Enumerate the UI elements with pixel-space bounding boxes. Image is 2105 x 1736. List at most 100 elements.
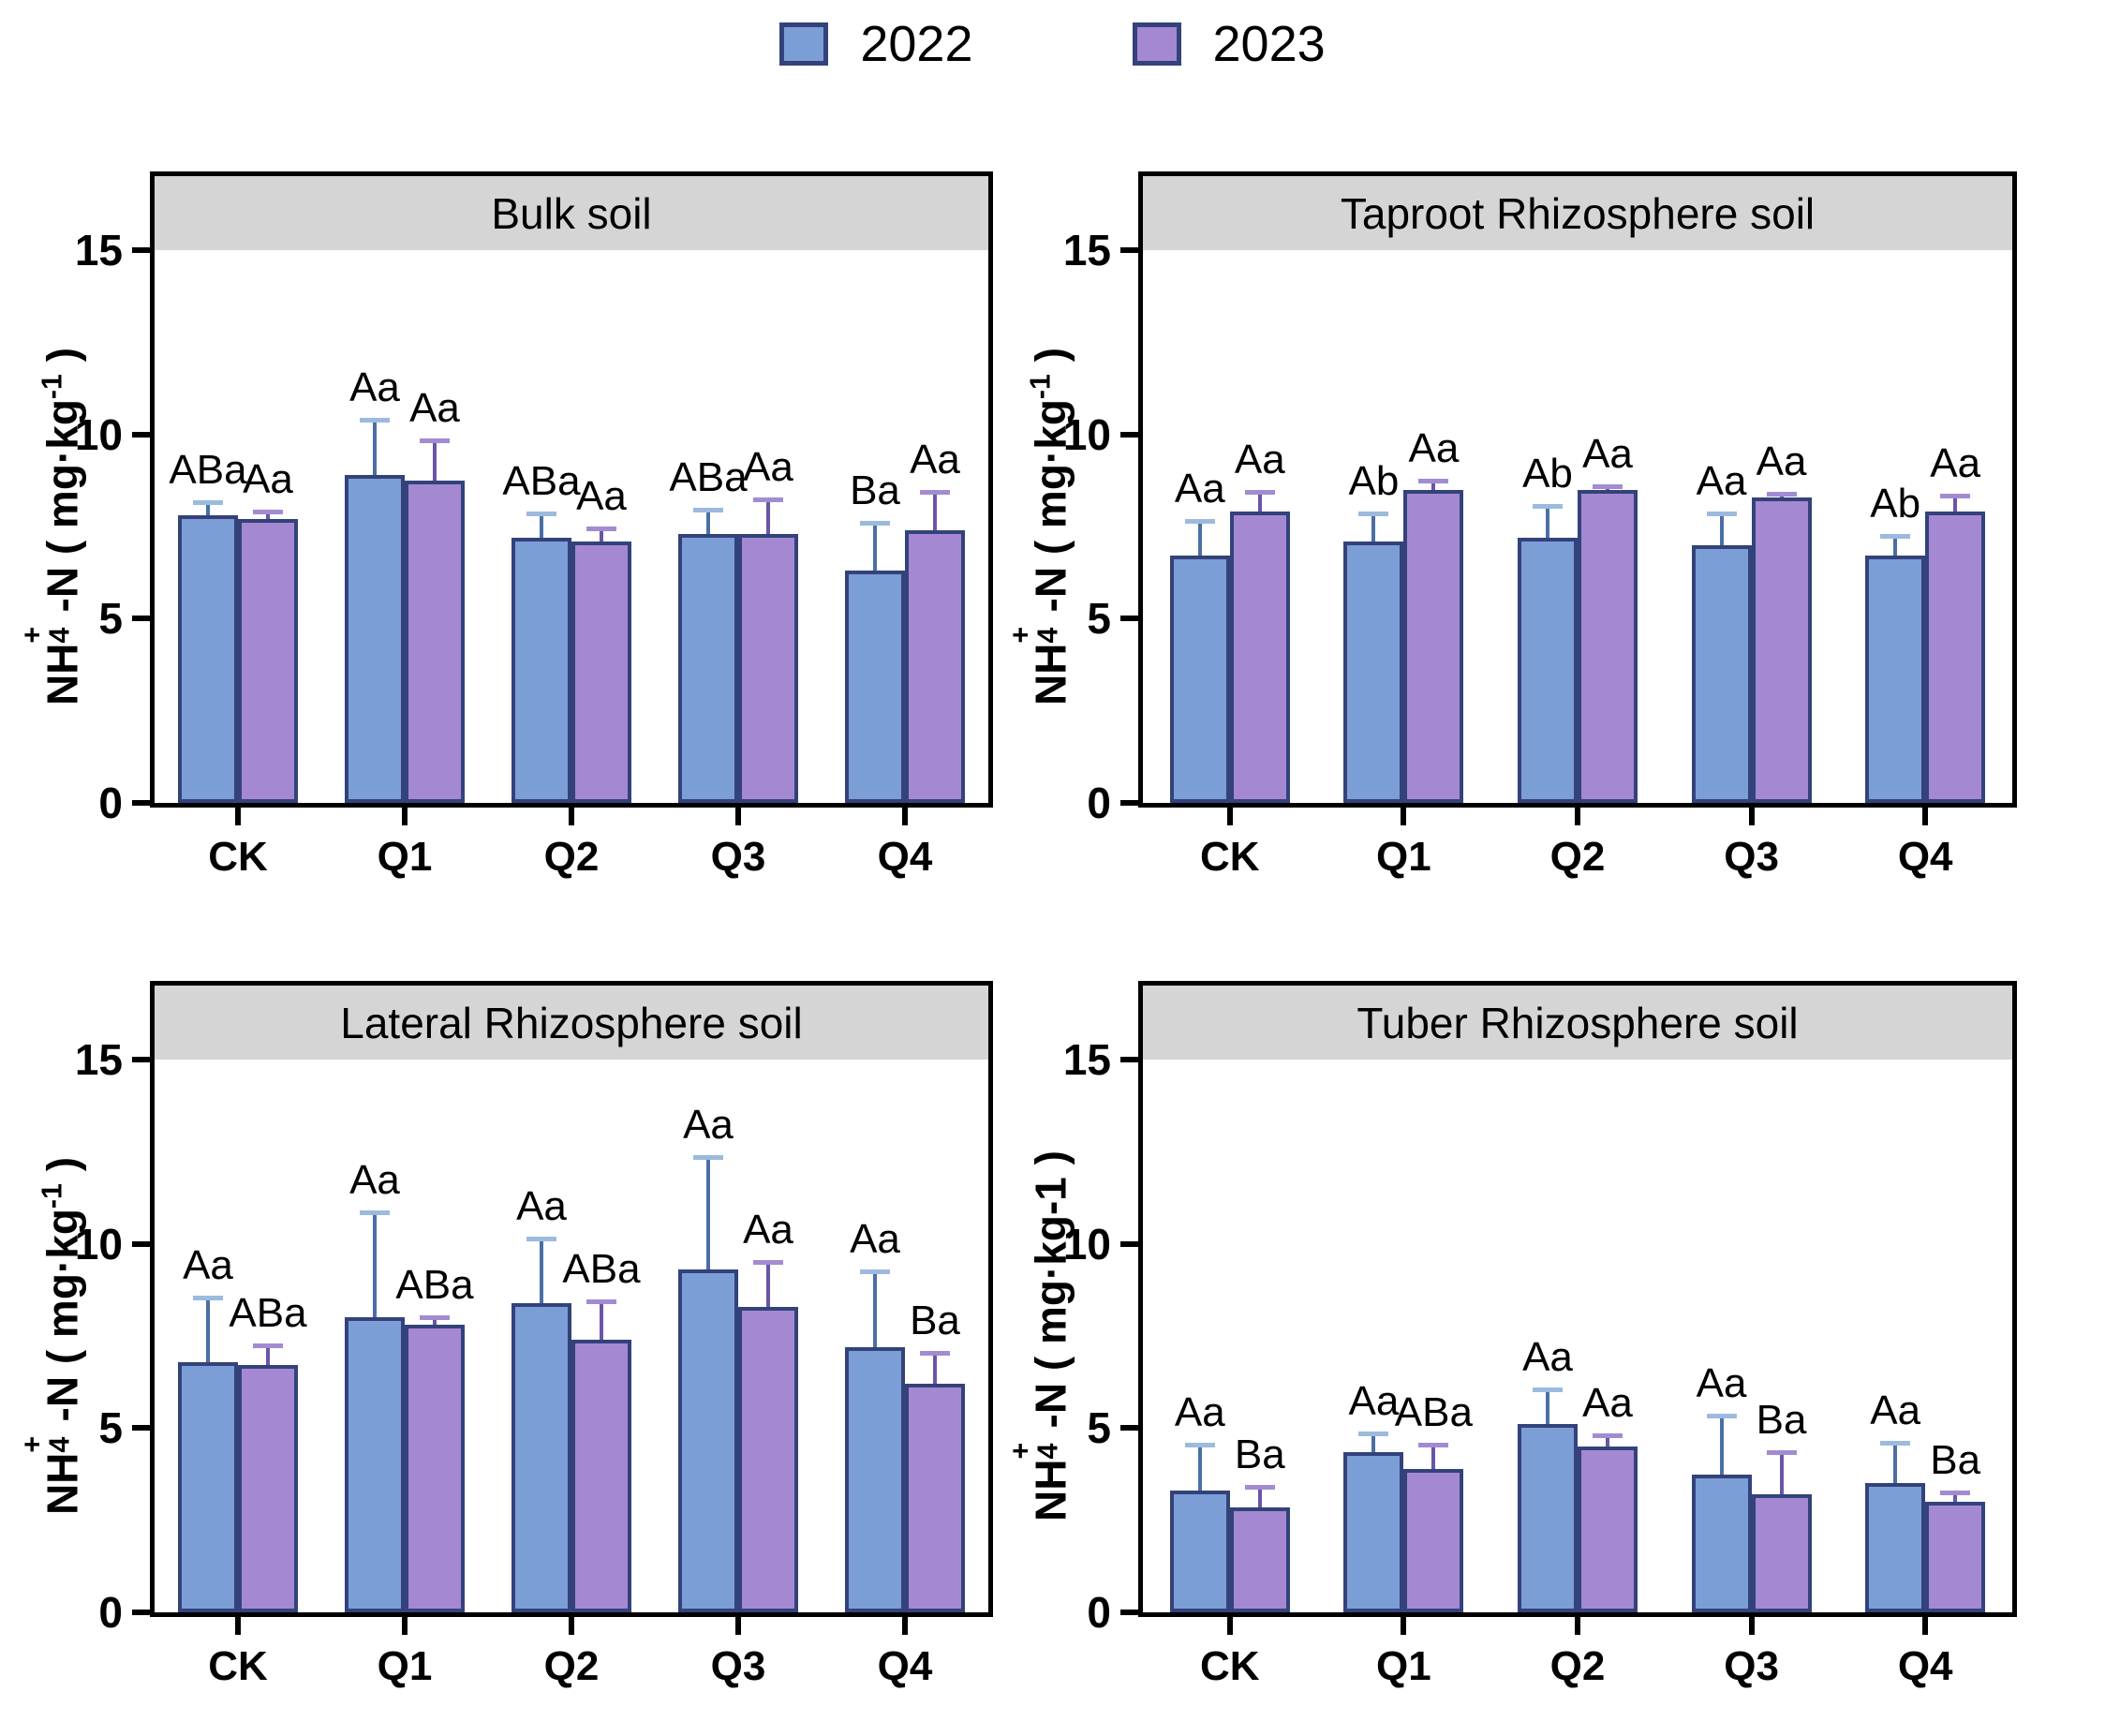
x-category-label: Q1 bbox=[1376, 1643, 1431, 1689]
y-tick-mark bbox=[1120, 1057, 1143, 1062]
y-tick-label: 5 bbox=[98, 1403, 123, 1453]
error-bar-cap bbox=[693, 508, 723, 513]
x-category-label: Q3 bbox=[710, 834, 766, 880]
panel-title: Tuber Rhizosphere soil bbox=[1356, 998, 1799, 1047]
significance-letter-2023-q3: Aa bbox=[743, 1207, 793, 1254]
significance-letter-2022-q2: Ab bbox=[1522, 451, 1573, 497]
significance-letter-2022-q4: Aa bbox=[1870, 1387, 1921, 1434]
significance-letter-2022-q3: ABa bbox=[669, 454, 748, 501]
y-tick-label: 15 bbox=[74, 1035, 123, 1084]
x-category-label: Q4 bbox=[1897, 1643, 1953, 1689]
y-tick-label: 5 bbox=[1087, 594, 1111, 644]
y-axis-label-text: NH 4 + -N ( mg·kg-1 ) bbox=[18, 347, 87, 706]
ylabel-exponent: -1 bbox=[37, 1183, 68, 1209]
x-tick-mark bbox=[902, 1612, 908, 1635]
x-tick-mark bbox=[1401, 803, 1407, 825]
error-bar-cap bbox=[1418, 1443, 1449, 1448]
y-tick-label: 10 bbox=[1062, 1219, 1111, 1269]
y-axis-label-text: NH 4 + -N ( mg·kg-1 ) bbox=[18, 1156, 87, 1515]
bar-2022-q2 bbox=[1518, 1424, 1578, 1612]
bar-2023-q3 bbox=[738, 533, 798, 803]
chem-sub-sup: 4 + bbox=[18, 612, 78, 644]
x-tick-mark bbox=[1748, 1612, 1755, 1635]
significance-letter-2022-q2: Aa bbox=[1522, 1334, 1573, 1381]
error-bar-line bbox=[873, 1269, 877, 1347]
error-bar-cap bbox=[1766, 1449, 1797, 1455]
error-bar-cap bbox=[1418, 478, 1449, 483]
error-bar-cap bbox=[1244, 489, 1275, 495]
error-bar-line bbox=[1779, 1449, 1784, 1495]
significance-letter-2023-ck: Aa bbox=[243, 456, 293, 503]
significance-letter-2022-q1: Aa bbox=[1348, 1378, 1400, 1425]
x-tick-mark bbox=[569, 1612, 574, 1635]
bar-2023-q3 bbox=[738, 1306, 798, 1612]
error-bar-cap bbox=[1706, 1413, 1737, 1418]
x-tick-mark bbox=[902, 803, 908, 825]
ylabel-close: ) bbox=[37, 1156, 87, 1184]
significance-letter-2022-q2: ABa bbox=[502, 458, 581, 505]
chem-sub-sup: 4 + bbox=[1006, 612, 1066, 644]
bar-2023-q2 bbox=[1578, 1447, 1638, 1612]
bar-2022-q4 bbox=[1865, 556, 1926, 803]
bar-2023-q3 bbox=[1751, 497, 1812, 803]
error-bar-line bbox=[433, 438, 437, 481]
bar-2022-q4 bbox=[845, 1346, 905, 1612]
x-tick-mark bbox=[402, 803, 408, 825]
significance-letter-2023-q3: Ba bbox=[1756, 1396, 1807, 1443]
y-tick-mark bbox=[132, 1425, 155, 1432]
bar-2022-q3 bbox=[678, 533, 738, 803]
error-bar-cap bbox=[1358, 512, 1389, 517]
y-tick-label: 0 bbox=[98, 1588, 123, 1637]
error-bar-cap bbox=[420, 438, 450, 443]
error-bar-line bbox=[766, 497, 770, 534]
y-tick-mark bbox=[1120, 616, 1143, 622]
bar-2022-q1 bbox=[345, 1317, 405, 1612]
significance-letter-2023-ck: Aa bbox=[1234, 436, 1285, 482]
panel-bulk-soil: Bulk soil 0 5 10 15 NH 4 + -N ( mg·kg-1 ) CK ABa A… bbox=[18, 171, 993, 878]
legend-item-2022: 2022 bbox=[779, 19, 973, 69]
bar-2022-q2 bbox=[511, 1302, 571, 1612]
significance-letter-2023-q3: Aa bbox=[1756, 438, 1807, 484]
error-bar-line bbox=[1431, 478, 1436, 490]
error-bar-cap bbox=[1593, 483, 1623, 489]
x-tick-mark bbox=[1922, 803, 1929, 825]
bar-2022-ck bbox=[1169, 556, 1230, 803]
error-bar-cap bbox=[1940, 493, 1971, 498]
significance-letter-2022-ck: Aa bbox=[1174, 1389, 1225, 1436]
significance-letter-2022-ck: ABa bbox=[169, 447, 247, 494]
y-tick-mark bbox=[1120, 800, 1143, 806]
x-tick-mark bbox=[235, 1612, 241, 1635]
bar-2022-q4 bbox=[845, 571, 905, 803]
ylabel-unit: -N ( mg·kg bbox=[1026, 399, 1075, 613]
ylabel-prefix: NH bbox=[37, 643, 87, 706]
error-bar-cap bbox=[360, 1210, 390, 1216]
y-tick-mark bbox=[1120, 247, 1143, 253]
x-category-label: Q3 bbox=[1724, 1643, 1779, 1689]
significance-letter-2023-q1: Aa bbox=[409, 384, 460, 431]
chem-sub-sup: 4 + bbox=[1006, 1428, 1066, 1460]
ylabel-subscript-4: 4 bbox=[44, 1436, 76, 1453]
significance-letter-2023-q4: Aa bbox=[1930, 439, 1981, 486]
y-tick-mark bbox=[132, 1057, 155, 1062]
ylabel-subscript-4: 4 bbox=[44, 627, 76, 644]
x-category-label: Q3 bbox=[1724, 834, 1779, 880]
error-bar-cap bbox=[860, 1269, 890, 1275]
y-tick-label: 0 bbox=[1087, 1588, 1111, 1637]
x-category-label: Q2 bbox=[543, 834, 600, 880]
significance-letter-2023-q4: Ba bbox=[910, 1297, 960, 1343]
error-bar-line bbox=[933, 489, 937, 530]
y-tick-label: 10 bbox=[1062, 409, 1111, 459]
ylabel-close: ) bbox=[1026, 347, 1075, 375]
significance-letter-2023-q2: ABa bbox=[562, 1245, 641, 1292]
panel-title-bar: Bulk soil bbox=[150, 171, 993, 250]
legend: 2022 2023 bbox=[0, 19, 2105, 69]
significance-letter-2022-q3: Aa bbox=[683, 1102, 734, 1149]
bar-2022-q1 bbox=[345, 474, 405, 803]
ylabel-close: ) bbox=[37, 347, 87, 375]
error-bar-line bbox=[1197, 519, 1202, 556]
y-tick-mark bbox=[1120, 1240, 1143, 1247]
y-tick-label: 0 bbox=[1087, 779, 1111, 827]
ylabel-exponent: -1 bbox=[1026, 1177, 1075, 1216]
bar-2023-q4 bbox=[905, 529, 965, 803]
error-bar-line bbox=[933, 1350, 937, 1385]
